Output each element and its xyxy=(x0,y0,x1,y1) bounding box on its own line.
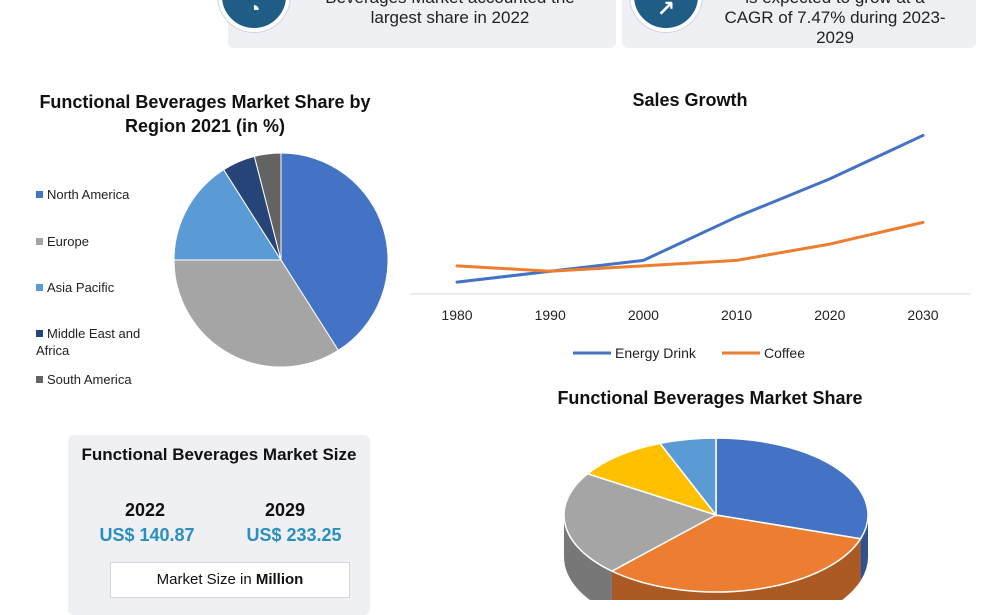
legend-swatch xyxy=(36,330,43,337)
region-pie-slice xyxy=(253,152,282,261)
region-pie-title: Functional Beverages Market Share by Reg… xyxy=(39,92,371,136)
top-card-share-text: Beverages Market accounted the largest s… xyxy=(325,0,574,27)
region-legend-label: Asia Pacific xyxy=(47,280,115,295)
series-line xyxy=(455,133,925,284)
share-pie-side xyxy=(860,515,868,581)
region-legend-item: North America xyxy=(36,186,129,203)
charts-canvas: 1980 1990 2000 2010 2020 2030 Energy Drink Coff… xyxy=(173,133,970,600)
share-pie-slice xyxy=(715,437,869,540)
unit-prefix: Market Size in xyxy=(156,571,256,588)
market-size-year-2022: 2022 xyxy=(124,500,166,520)
sales-growth-title: Sales Growth xyxy=(632,90,748,110)
market-size-year-2029: 2029 xyxy=(264,500,306,520)
x-tick-label: 2000 xyxy=(628,307,659,323)
x-tick-label: 2030 xyxy=(907,307,938,323)
share-pie-slice xyxy=(658,437,717,518)
region-legend-label: South America xyxy=(47,372,132,387)
legend-swatch xyxy=(36,284,43,291)
top-card-share xyxy=(228,0,616,48)
region-legend-label: North America xyxy=(47,187,130,202)
market-size-value-2029: US$ 233.25 xyxy=(246,525,342,545)
region-legend-label: Africa xyxy=(36,343,70,358)
x-tick-label: 2010 xyxy=(721,307,752,323)
legend-swatch xyxy=(36,376,43,383)
market-size-unit: Market Size in Million xyxy=(110,562,350,598)
market-share-title: Functional Beverages Market Share xyxy=(557,388,863,408)
region-legend-item: Asia Pacific xyxy=(36,279,114,296)
region-legend-label: Europe xyxy=(47,234,89,249)
top-card-cagr-text: is expected to grow at a CAGR of 7.47% d… xyxy=(724,0,946,47)
region-pie-slice xyxy=(173,168,282,261)
share-pie-side xyxy=(611,538,861,600)
region-legend-item: Europe xyxy=(36,233,89,250)
x-tick-label: 2020 xyxy=(814,307,845,323)
region-legend-label: Middle East and xyxy=(47,326,141,341)
region-legend-item: South America xyxy=(36,371,132,388)
legend-swatch xyxy=(36,238,43,245)
legend-swatch xyxy=(36,191,43,198)
unit-bold: Million xyxy=(255,571,304,588)
x-tick-label: 1990 xyxy=(535,307,566,323)
region-pie-slice xyxy=(280,152,389,352)
line-legend-label: Coffee xyxy=(764,345,805,361)
share-pie-slice xyxy=(586,442,719,517)
region-legend-item: Middle East and Africa xyxy=(36,325,140,359)
market-size-value-2022: US$ 140.87 xyxy=(99,525,195,545)
series-line xyxy=(455,220,925,273)
market-size-title: Functional Beverages Market Size xyxy=(81,445,357,464)
share-pie-slice xyxy=(610,514,862,593)
share-pie-slice xyxy=(563,472,718,572)
line-legend-label: Energy Drink xyxy=(615,345,697,361)
x-tick-label: 1980 xyxy=(441,307,472,323)
region-pie-slice xyxy=(173,259,340,368)
